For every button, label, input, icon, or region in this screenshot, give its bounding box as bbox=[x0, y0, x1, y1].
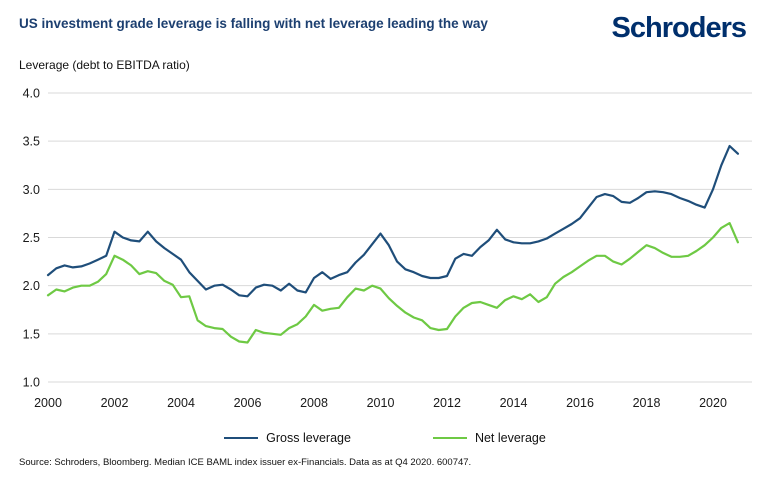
x-axis-label-2010: 2010 bbox=[367, 396, 395, 410]
legend-label-net: Net leverage bbox=[474, 431, 546, 445]
gross-leverage-line bbox=[46, 144, 740, 298]
source-note: Source: Schroders, Bloomberg. Median ICE… bbox=[19, 457, 472, 468]
net-leverage-line-swatch bbox=[432, 436, 467, 440]
y-axis-label-3.5: 3.5 bbox=[23, 135, 40, 149]
y-axis-label-2.5: 2.5 bbox=[23, 231, 40, 245]
x-axis-label-2016: 2016 bbox=[566, 396, 594, 410]
x-axis-label-2004: 2004 bbox=[167, 396, 195, 410]
y-axis-label-4.0: 4.0 bbox=[23, 87, 40, 101]
y-axis-label-3.0: 3.0 bbox=[23, 183, 40, 197]
y-axis-label-2.0: 2.0 bbox=[23, 279, 40, 293]
y-axis-label-1.5: 1.5 bbox=[23, 327, 40, 341]
y-axis-label-1.0: 1.0 bbox=[23, 376, 40, 390]
x-axis-label-2018: 2018 bbox=[633, 396, 661, 410]
x-axis-label-2012: 2012 bbox=[433, 396, 461, 410]
schroders-logo: Schroders bbox=[611, 12, 747, 44]
legend-item-net-leverage: Net leverage bbox=[432, 431, 546, 445]
chart-title: US investment grade leverage is falling … bbox=[19, 16, 488, 31]
x-axis-label-2020: 2020 bbox=[699, 396, 727, 410]
x-axis-label-2002: 2002 bbox=[101, 396, 129, 410]
legend-label-gross: Gross leverage bbox=[266, 431, 351, 445]
x-axis-label-2008: 2008 bbox=[300, 396, 328, 410]
legend-item-gross-leverage: Gross leverage bbox=[224, 431, 351, 445]
x-axis-label-2014: 2014 bbox=[500, 396, 528, 410]
x-axis-label-2006: 2006 bbox=[234, 396, 262, 410]
net-leverage-line bbox=[46, 222, 740, 344]
gross-leverage-line-swatch bbox=[224, 436, 259, 440]
x-axis-label-2000: 2000 bbox=[34, 396, 62, 410]
y-axis-title: Leverage (debt to EBITDA ratio) bbox=[19, 58, 190, 72]
chart-legend: Gross leverage Net leverage bbox=[0, 431, 770, 445]
